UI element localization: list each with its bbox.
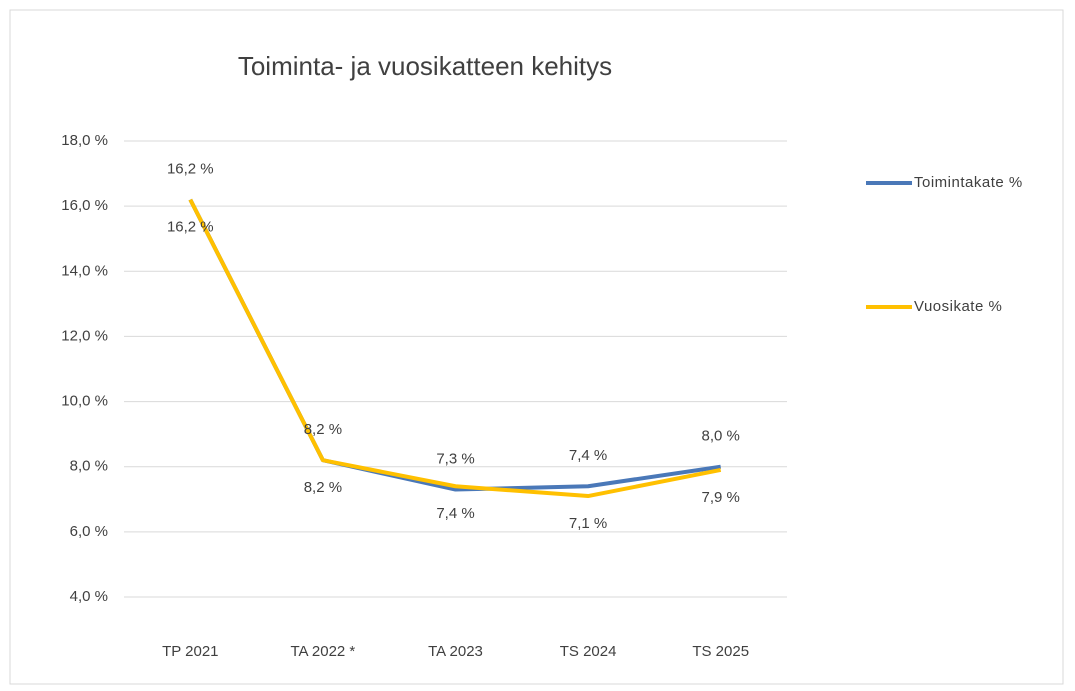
- data-label: 7,4 %: [436, 505, 474, 522]
- y-tick-label: 6,0 %: [70, 523, 108, 540]
- data-label: 7,4 %: [569, 447, 607, 464]
- x-tick-label: TA 2022 *: [291, 643, 356, 660]
- data-label: 8,2 %: [304, 421, 342, 438]
- y-tick-label: 18,0 %: [61, 132, 108, 149]
- y-tick-label: 10,0 %: [61, 393, 108, 410]
- legend-label: Toimintakate %: [914, 174, 1023, 191]
- chart-title: Toiminta- ja vuosikatteen kehitys: [238, 51, 612, 81]
- x-tick-label: TP 2021: [162, 643, 218, 660]
- line-series: [188, 198, 722, 499]
- data-label: 8,0 %: [702, 428, 740, 445]
- data-label: 16,2 %: [167, 219, 214, 236]
- legend-label: Vuosikate %: [914, 298, 1003, 315]
- y-tick-label: 8,0 %: [70, 458, 108, 475]
- data-label: 8,2 %: [304, 479, 342, 496]
- data-label: 7,1 %: [569, 515, 607, 532]
- x-tick-label: TS 2024: [560, 643, 617, 660]
- data-label: 16,2 %: [167, 161, 214, 178]
- data-label: 7,3 %: [436, 450, 474, 467]
- y-tick-label: 16,0 %: [61, 197, 108, 214]
- y-tick-label: 4,0 %: [70, 588, 108, 605]
- x-tick-label: TA 2023: [428, 643, 483, 660]
- x-tick-label: TS 2025: [692, 643, 749, 660]
- y-tick-label: 14,0 %: [61, 262, 108, 279]
- chart-frame: [9, 9, 1064, 685]
- data-label: 7,9 %: [702, 489, 740, 506]
- y-tick-label: 12,0 %: [61, 327, 108, 344]
